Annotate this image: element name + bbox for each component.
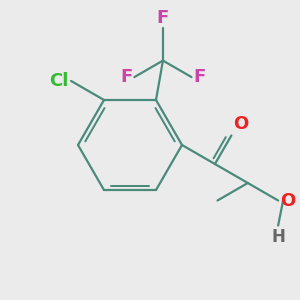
Text: Cl: Cl [49, 72, 68, 90]
Text: O: O [233, 116, 249, 134]
Text: H: H [271, 227, 285, 245]
Text: F: F [194, 68, 206, 86]
Text: F: F [157, 9, 169, 27]
Text: F: F [120, 68, 132, 86]
Text: O: O [280, 191, 295, 209]
